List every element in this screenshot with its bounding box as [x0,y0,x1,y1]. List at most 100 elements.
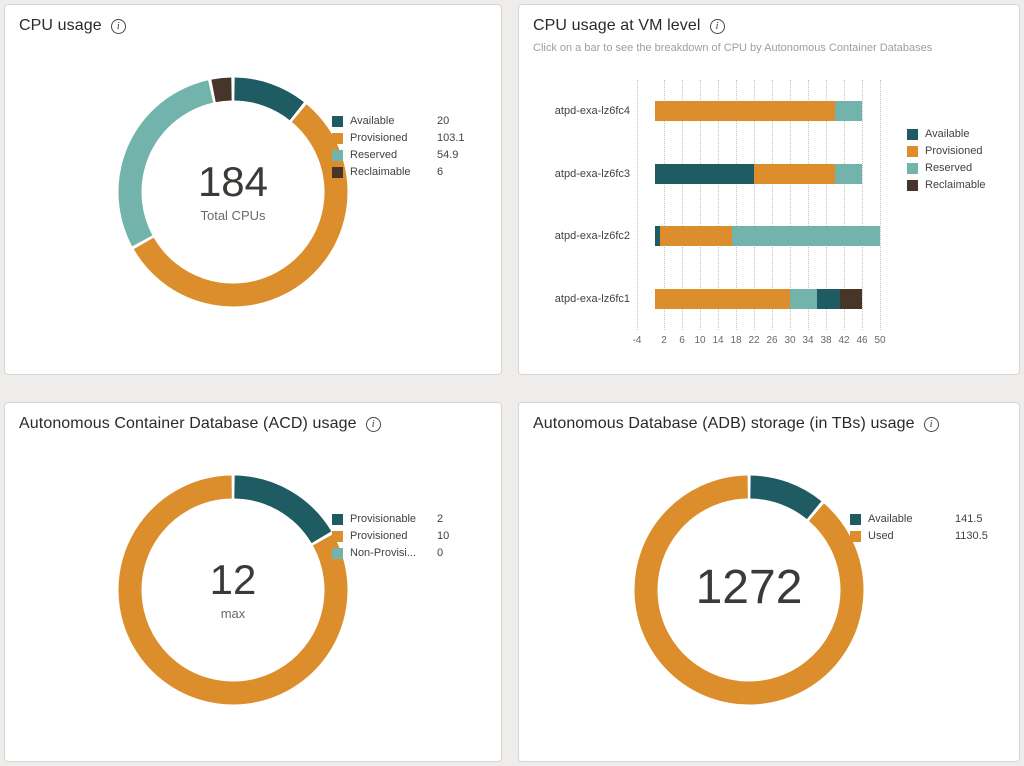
gridline [772,80,773,330]
legend-item: Provisioned [907,145,1005,157]
legend-label: Provisionable [350,513,417,525]
cpu-usage-legend: Available 20 Provisioned 103.1 Reserved 54.9 R… [332,115,479,183]
legend-swatch [332,547,343,559]
gridline [790,80,791,330]
legend-label: Provisioned [925,145,983,157]
legend-swatch [332,149,343,161]
bar-segment-provisioned[interactable] [655,101,835,122]
x-tick-label: 42 [838,335,850,346]
donut-ring [634,475,864,705]
gridline [826,80,827,330]
bar-segment-reserved[interactable] [835,101,862,122]
donut-segment-reclaimable [118,77,348,307]
legend-swatch [332,166,343,178]
donut-ring [118,475,348,705]
donut-ring [118,77,348,307]
bar-plot-column: -4 2 6 10 14 18 22 26 30 34 38 42 46 50 [633,80,889,351]
legend-swatch [332,530,343,542]
legend-value: 0 [437,547,444,559]
legend-value: 20 [437,115,450,127]
bar-segment-reserved[interactable] [731,226,880,247]
donut-segment-provisioned [118,77,348,307]
gridline [718,80,719,330]
gridline [808,80,809,330]
legend-swatch [850,513,861,525]
adb-storage-donut: 1272 [624,465,874,715]
legend-label: Provisioned [350,530,408,542]
legend-value: 141.5 [955,513,983,525]
bar-segment-available[interactable] [655,163,754,184]
legend-swatch [332,513,343,525]
info-icon[interactable] [923,416,939,432]
panel-header: Autonomous Database (ADB) storage (in TB… [533,415,1005,433]
legend-label: Reclaimable [350,166,411,178]
legend-value: 54.9 [437,149,459,161]
donut-segment-used [634,475,864,705]
legend-item: Provisionable 2 [332,513,479,525]
bar-segment-provisioned[interactable] [659,226,732,247]
legend-item: Non-Provisi... 0 [332,547,479,559]
panel-title-cpu-usage: CPU usage [19,17,102,34]
legend-value: 6 [437,166,444,178]
x-tick-label: 10 [694,335,706,346]
adb-storage-legend: Available 141.5 Used 1130.5 [850,513,997,547]
legend-swatch [907,162,918,174]
info-icon[interactable] [110,18,126,34]
legend-label: Non-Provisi... [350,547,417,559]
info-icon[interactable] [709,18,725,34]
gridline [862,80,863,330]
bar-segment-reserved[interactable] [790,288,817,309]
bar-segment-available[interactable] [817,288,840,309]
legend-swatch [907,145,918,157]
bar-category-label: atpd-exa-lz6fc2 [554,230,630,243]
bar-segment-reserved[interactable] [835,163,862,184]
bar-segment-provisioned[interactable] [754,163,835,184]
bar-segment-available[interactable] [655,226,660,247]
x-tick-label: 30 [784,335,796,346]
panel-cpu-usage: CPU usage 184 Total CPUs Available 20 Prov… [4,4,502,375]
legend-label: Reclaimable [925,179,986,191]
legend-swatch [907,128,918,140]
bar-segment-provisioned[interactable] [655,288,790,309]
legend-label: Available [925,128,970,140]
legend-label: Provisioned [350,132,408,144]
x-tick-label: 22 [748,335,760,346]
donut-segment-provisioned [118,475,348,705]
legend-item: Provisioned 10 [332,530,479,542]
legend-item: Reserved [907,162,1005,174]
legend-label: Used [868,530,894,542]
legend-value: 1130.5 [955,530,988,542]
legend-value: 103.1 [437,132,465,144]
panel-title-acd-usage: Autonomous Container Database (ACD) usag… [19,415,357,432]
acd-usage-legend: Provisionable 2 Provisioned 10 Non-Provisi..… [332,513,479,564]
x-tick-label: 34 [802,335,814,346]
info-icon[interactable] [365,416,381,432]
legend-item: Available 20 [332,115,479,127]
bar-category-labels: atpd-exa-lz6fc4 atpd-exa-lz6fc3 atpd-exa-l… [533,80,637,351]
gridline [637,80,638,330]
panel-title-cpu-vm-level: CPU usage at VM level [533,17,701,34]
legend-item: Reclaimable [907,179,1005,191]
legend-item: Provisioned 103.1 [332,132,479,144]
legend-swatch [332,132,343,144]
x-tick-label: 26 [766,335,778,346]
vm-level-bar-chart: atpd-exa-lz6fc4 atpd-exa-lz6fc3 atpd-exa-l… [533,80,1005,351]
x-tick-label: 18 [730,335,742,346]
legend-label: Available [868,513,913,525]
adb-storage-chart-area: 1272 Available 141.5 Used 1130.5 [533,447,1005,747]
legend-item: Reclaimable 6 [332,166,479,178]
legend-swatch [850,530,861,542]
donut-segment-reserved [118,77,348,307]
panel-adb-storage: Autonomous Database (ADB) storage (in TB… [518,402,1020,762]
gridline [700,80,701,330]
legend-item: Used 1130.5 [850,530,997,542]
bar-segment-reclaimable[interactable] [839,288,862,309]
panel-header: Autonomous Container Database (ACD) usag… [19,415,487,433]
gridline [754,80,755,330]
legend-value: 10 [437,530,450,542]
legend-item: Reserved 54.9 [332,149,479,161]
acd-usage-donut: 12 max [108,465,358,715]
acd-usage-chart-area: 12 max Provisionable 2 Provisioned 10 Non-Pr… [19,447,487,747]
panel-acd-usage: Autonomous Container Database (ACD) usag… [4,402,502,762]
